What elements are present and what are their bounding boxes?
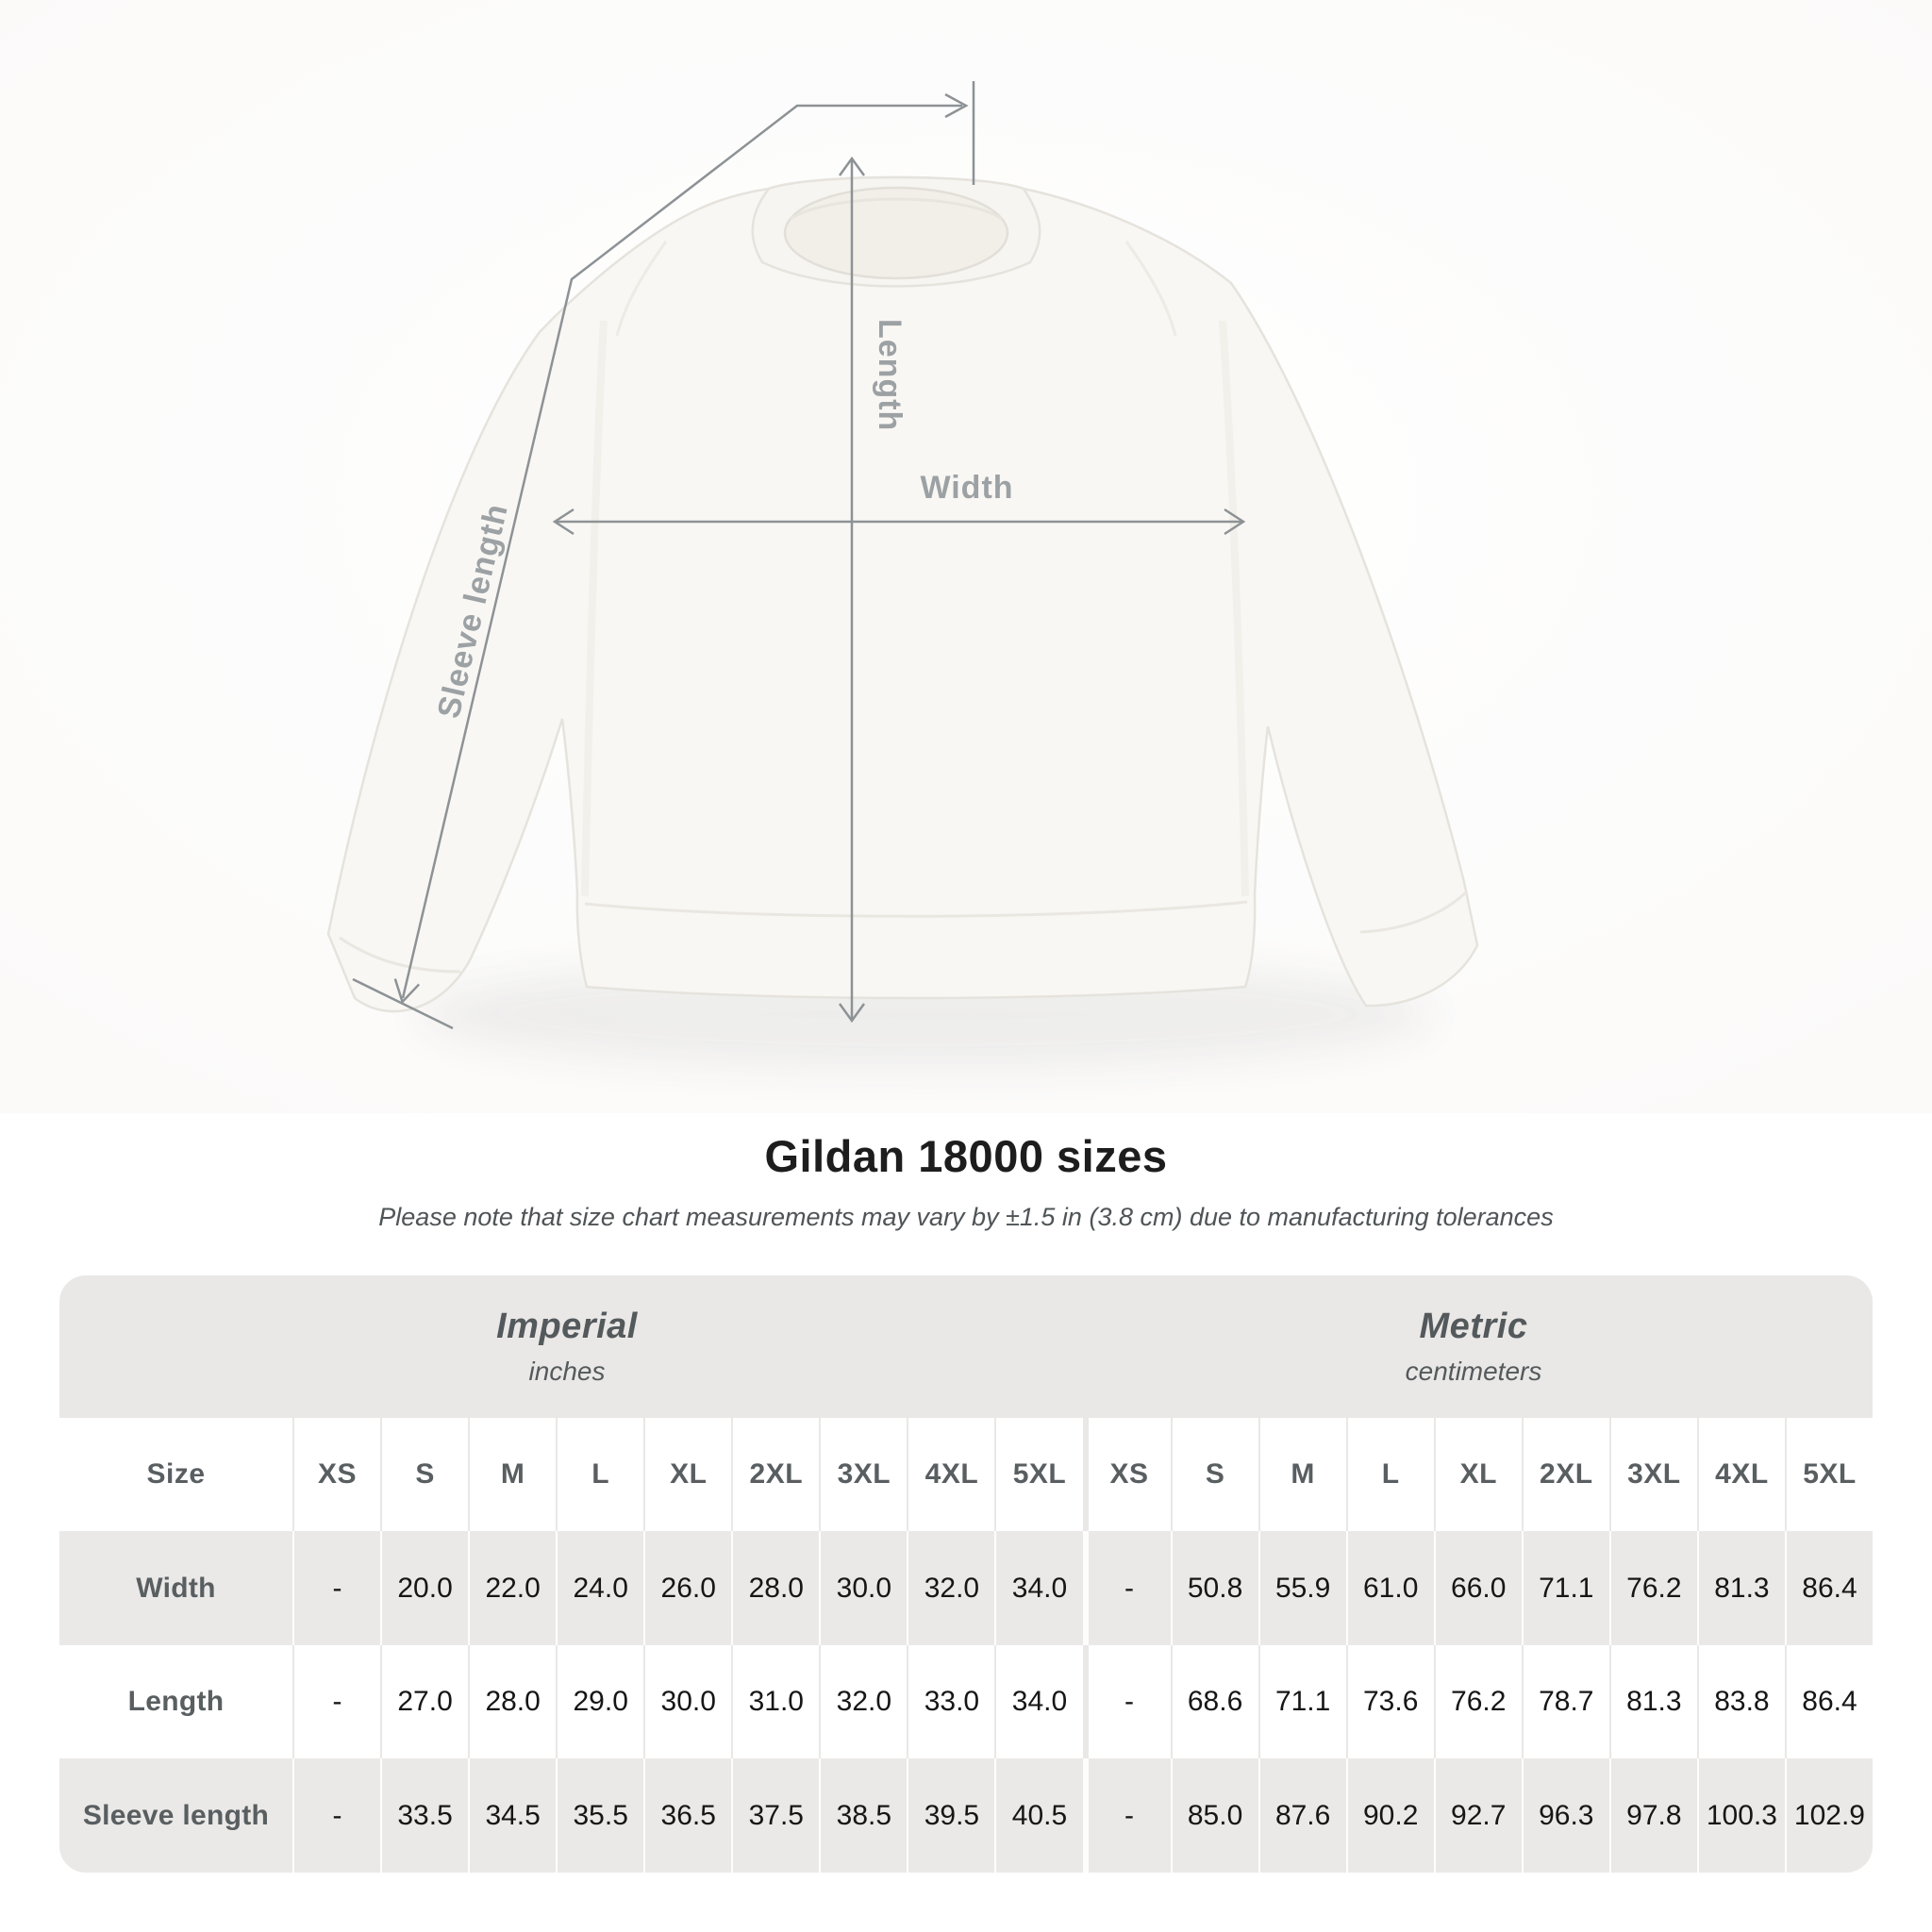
length-imperial-5xl: 34.0 bbox=[994, 1645, 1082, 1758]
length-metric-xl: 76.2 bbox=[1433, 1645, 1522, 1758]
col-header-metric-xs: XS bbox=[1082, 1418, 1171, 1531]
col-header-metric-3xl: 3XL bbox=[1608, 1418, 1697, 1531]
width-metric-5xl: 86.4 bbox=[1784, 1531, 1873, 1645]
size-chart-table: Imperial inches Metric centimeters Size … bbox=[59, 1275, 1873, 1873]
sleeve-imperial-l: 35.5 bbox=[556, 1758, 643, 1873]
width-imperial-xs: - bbox=[292, 1531, 380, 1645]
metric-label: Metric bbox=[1419, 1307, 1528, 1346]
width-imperial-s: 20.0 bbox=[380, 1531, 468, 1645]
length-imperial-m: 28.0 bbox=[468, 1645, 556, 1758]
length-metric-4xl: 83.8 bbox=[1696, 1645, 1785, 1758]
col-header-metric-4xl: 4XL bbox=[1696, 1418, 1785, 1531]
length-metric-l: 73.6 bbox=[1345, 1645, 1434, 1758]
width-metric-3xl: 76.2 bbox=[1608, 1531, 1697, 1645]
length-imperial-3xl: 32.0 bbox=[819, 1645, 907, 1758]
sleeve-imperial-4xl: 39.5 bbox=[907, 1758, 994, 1873]
width-label: Width bbox=[920, 470, 1013, 506]
length-imperial-xl: 30.0 bbox=[643, 1645, 731, 1758]
length-arrow bbox=[838, 156, 866, 1024]
col-header-metric-m: M bbox=[1257, 1418, 1346, 1531]
length-label: Length bbox=[872, 319, 908, 431]
col-header-imperial-s: S bbox=[380, 1418, 468, 1531]
sleeve-metric-5xl: 102.9 bbox=[1784, 1758, 1873, 1873]
col-header-imperial-4xl: 4XL bbox=[907, 1418, 994, 1531]
width-metric-s: 50.8 bbox=[1170, 1531, 1258, 1645]
col-header-imperial-xs: XS bbox=[292, 1418, 380, 1531]
sleeve-metric-3xl: 97.8 bbox=[1608, 1758, 1697, 1873]
table-row-length: Length - 27.0 28.0 29.0 30.0 31.0 32.0 3… bbox=[59, 1645, 1873, 1758]
imperial-unit: inches bbox=[528, 1357, 606, 1386]
width-metric-4xl: 81.3 bbox=[1696, 1531, 1785, 1645]
width-metric-l: 61.0 bbox=[1345, 1531, 1434, 1645]
col-header-imperial-5xl: 5XL bbox=[994, 1418, 1082, 1531]
sleeve-metric-xl: 92.7 bbox=[1433, 1758, 1522, 1873]
sleeve-imperial-3xl: 38.5 bbox=[819, 1758, 907, 1873]
sweatshirt-image bbox=[326, 175, 1479, 1013]
measurement-lines bbox=[352, 81, 1246, 1030]
sleeve-metric-xs: - bbox=[1082, 1758, 1171, 1873]
col-header-imperial-2xl: 2XL bbox=[731, 1418, 819, 1531]
length-metric-m: 71.1 bbox=[1257, 1645, 1346, 1758]
length-metric-s: 68.6 bbox=[1170, 1645, 1258, 1758]
col-header-metric-xl: XL bbox=[1433, 1418, 1522, 1531]
col-header-imperial-m: M bbox=[468, 1418, 556, 1531]
imperial-group-header: Imperial inches bbox=[59, 1275, 1074, 1418]
corner-header: Size bbox=[146, 1458, 206, 1490]
row-label-sleeve-length: Sleeve length bbox=[82, 1799, 270, 1831]
sleeve-imperial-xl: 36.5 bbox=[643, 1758, 731, 1873]
sleeve-imperial-m: 34.5 bbox=[468, 1758, 556, 1873]
length-imperial-s: 27.0 bbox=[380, 1645, 468, 1758]
unit-group-header-row: Imperial inches Metric centimeters bbox=[59, 1275, 1873, 1418]
metric-group-header: Metric centimeters bbox=[1074, 1275, 1873, 1418]
length-metric-5xl: 86.4 bbox=[1784, 1645, 1873, 1758]
row-label-length: Length bbox=[127, 1686, 225, 1717]
sleeve-metric-4xl: 100.3 bbox=[1696, 1758, 1785, 1873]
width-imperial-3xl: 30.0 bbox=[819, 1531, 907, 1645]
width-imperial-4xl: 32.0 bbox=[907, 1531, 994, 1645]
tolerance-note: Please note that size chart measurements… bbox=[378, 1203, 1554, 1231]
width-imperial-l: 24.0 bbox=[556, 1531, 643, 1645]
length-imperial-xs: - bbox=[292, 1645, 380, 1758]
col-header-imperial-xl: XL bbox=[643, 1418, 731, 1531]
title-block: Gildan 18000 sizes Please note that size… bbox=[0, 1130, 1932, 1232]
metric-unit: centimeters bbox=[1405, 1357, 1542, 1386]
size-header-row: Size XS S M L XL 2XL 3XL 4XL 5XL XS S M … bbox=[59, 1418, 1873, 1531]
sleeve-length-arrow bbox=[352, 81, 975, 1030]
table-row-sleeve-length: Sleeve length - 33.5 34.5 35.5 36.5 37.5… bbox=[59, 1758, 1873, 1873]
table-row-width: Width - 20.0 22.0 24.0 26.0 28.0 30.0 32… bbox=[59, 1531, 1873, 1645]
width-imperial-5xl: 34.0 bbox=[994, 1531, 1082, 1645]
sleeve-imperial-2xl: 37.5 bbox=[731, 1758, 819, 1873]
col-header-imperial-3xl: 3XL bbox=[819, 1418, 907, 1531]
width-arrow bbox=[552, 508, 1246, 536]
width-imperial-2xl: 28.0 bbox=[731, 1531, 819, 1645]
length-imperial-2xl: 31.0 bbox=[731, 1645, 819, 1758]
width-imperial-m: 22.0 bbox=[468, 1531, 556, 1645]
col-header-imperial-l: L bbox=[556, 1418, 643, 1531]
length-imperial-l: 29.0 bbox=[556, 1645, 643, 1758]
row-label-width: Width bbox=[136, 1572, 216, 1604]
width-metric-xl: 66.0 bbox=[1433, 1531, 1522, 1645]
col-header-metric-2xl: 2XL bbox=[1521, 1418, 1609, 1531]
length-metric-2xl: 78.7 bbox=[1521, 1645, 1609, 1758]
length-metric-xs: - bbox=[1082, 1645, 1171, 1758]
width-metric-2xl: 71.1 bbox=[1521, 1531, 1609, 1645]
sleeve-imperial-s: 33.5 bbox=[380, 1758, 468, 1873]
sleeve-metric-s: 85.0 bbox=[1170, 1758, 1258, 1873]
length-metric-3xl: 81.3 bbox=[1608, 1645, 1697, 1758]
length-imperial-4xl: 33.0 bbox=[907, 1645, 994, 1758]
sleeve-imperial-xs: - bbox=[292, 1758, 380, 1873]
width-metric-m: 55.9 bbox=[1257, 1531, 1346, 1645]
sweatshirt-measurement-diagram: Length Width Sleeve length bbox=[0, 0, 1932, 1113]
page-title: Gildan 18000 sizes bbox=[764, 1131, 1168, 1181]
sleeve-metric-2xl: 96.3 bbox=[1521, 1758, 1609, 1873]
col-header-metric-l: L bbox=[1345, 1418, 1434, 1531]
width-metric-xs: - bbox=[1082, 1531, 1171, 1645]
imperial-label: Imperial bbox=[496, 1307, 638, 1346]
sleeve-metric-l: 90.2 bbox=[1345, 1758, 1434, 1873]
sleeve-metric-m: 87.6 bbox=[1257, 1758, 1346, 1873]
sleeve-imperial-5xl: 40.5 bbox=[994, 1758, 1082, 1873]
width-imperial-xl: 26.0 bbox=[643, 1531, 731, 1645]
col-header-metric-s: S bbox=[1170, 1418, 1258, 1531]
col-header-metric-5xl: 5XL bbox=[1784, 1418, 1873, 1531]
